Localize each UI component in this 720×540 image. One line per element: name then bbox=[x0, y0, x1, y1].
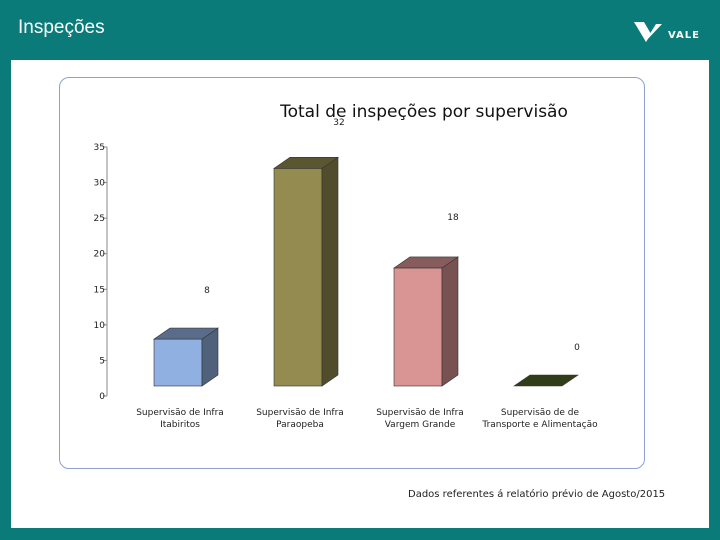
data-label: 0 bbox=[574, 343, 580, 353]
x-tick-label: Vargem Grande bbox=[385, 420, 456, 430]
x-tick-label: Supervisão de de bbox=[501, 408, 580, 418]
bar-front bbox=[393, 267, 443, 387]
bar-front bbox=[273, 168, 323, 387]
data-label: 18 bbox=[447, 213, 459, 223]
vale-logo-icon bbox=[634, 22, 662, 42]
data-label: 8 bbox=[204, 286, 210, 296]
y-tick-label: 30 bbox=[94, 179, 106, 189]
bar-chart: Total de inspeções por supervisão 0 5 10 15… bbox=[94, 102, 599, 430]
x-tick-label: Paraopeba bbox=[276, 420, 324, 430]
chart-title: Total de inspeções por supervisão bbox=[279, 102, 568, 122]
footnote: Dados referentes á relatório prévio de A… bbox=[408, 489, 666, 500]
bar-top bbox=[393, 256, 459, 269]
x-tick-label: Itabiritos bbox=[160, 420, 200, 430]
x-tick-label: Supervisão de Infra bbox=[136, 408, 224, 418]
y-tick-label: 15 bbox=[94, 285, 105, 295]
bar-top bbox=[513, 374, 579, 387]
bar-top bbox=[273, 157, 339, 169]
y-tick-label: 5 bbox=[99, 356, 105, 366]
bar-side bbox=[321, 156, 339, 387]
y-tick-label: 20 bbox=[94, 250, 106, 260]
vale-logo: VALE bbox=[634, 22, 700, 42]
y-tick-label: 0 bbox=[99, 392, 105, 402]
data-label: 32 bbox=[333, 118, 344, 128]
bar-front bbox=[153, 338, 203, 387]
chart-frame bbox=[59, 77, 645, 469]
y-tick-label: 35 bbox=[94, 143, 105, 153]
bar-top bbox=[153, 327, 219, 340]
page-title: Inspeções bbox=[18, 17, 105, 38]
x-tick-label: Transporte e Alimentação bbox=[481, 420, 598, 430]
plot-area: 0 5 10 15 20 25 30 35 8 Supervisão de Infra Itabir… bbox=[94, 118, 599, 430]
vale-logo-text: VALE bbox=[668, 30, 700, 41]
y-tick-label: 10 bbox=[94, 321, 106, 331]
y-tick-label: 25 bbox=[94, 214, 105, 224]
bar-side bbox=[441, 256, 459, 387]
x-tick-label: Supervisão de Infra bbox=[256, 408, 344, 418]
x-tick-label: Supervisão de Infra bbox=[376, 408, 464, 418]
slide-content: Total de inspeções por supervisão 0 5 10 15… bbox=[11, 60, 709, 528]
